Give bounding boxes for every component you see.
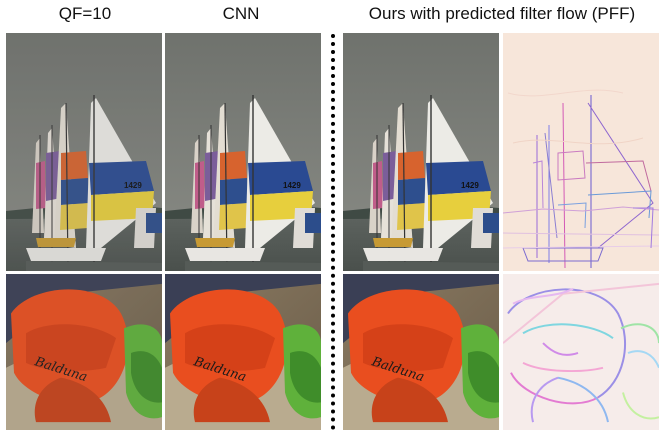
image-sailboats-cnn (165, 33, 321, 271)
image-sailboats-ours (343, 33, 499, 271)
image-caps-cnn (165, 274, 321, 430)
column-title-cnn: CNN (222, 4, 260, 23)
image-sailboats-qf10 (6, 33, 162, 271)
image-sailboats-filter-flow (503, 33, 659, 271)
image-caps-qf10 (6, 274, 162, 430)
image-caps-filter-flow (503, 274, 659, 430)
image-caps-ours (343, 274, 499, 430)
section-divider (331, 34, 335, 430)
column-title-ours-pff: Ours with predicted filter flow (PFF) (368, 4, 636, 23)
column-title-qf10: QF=10 (58, 4, 112, 23)
